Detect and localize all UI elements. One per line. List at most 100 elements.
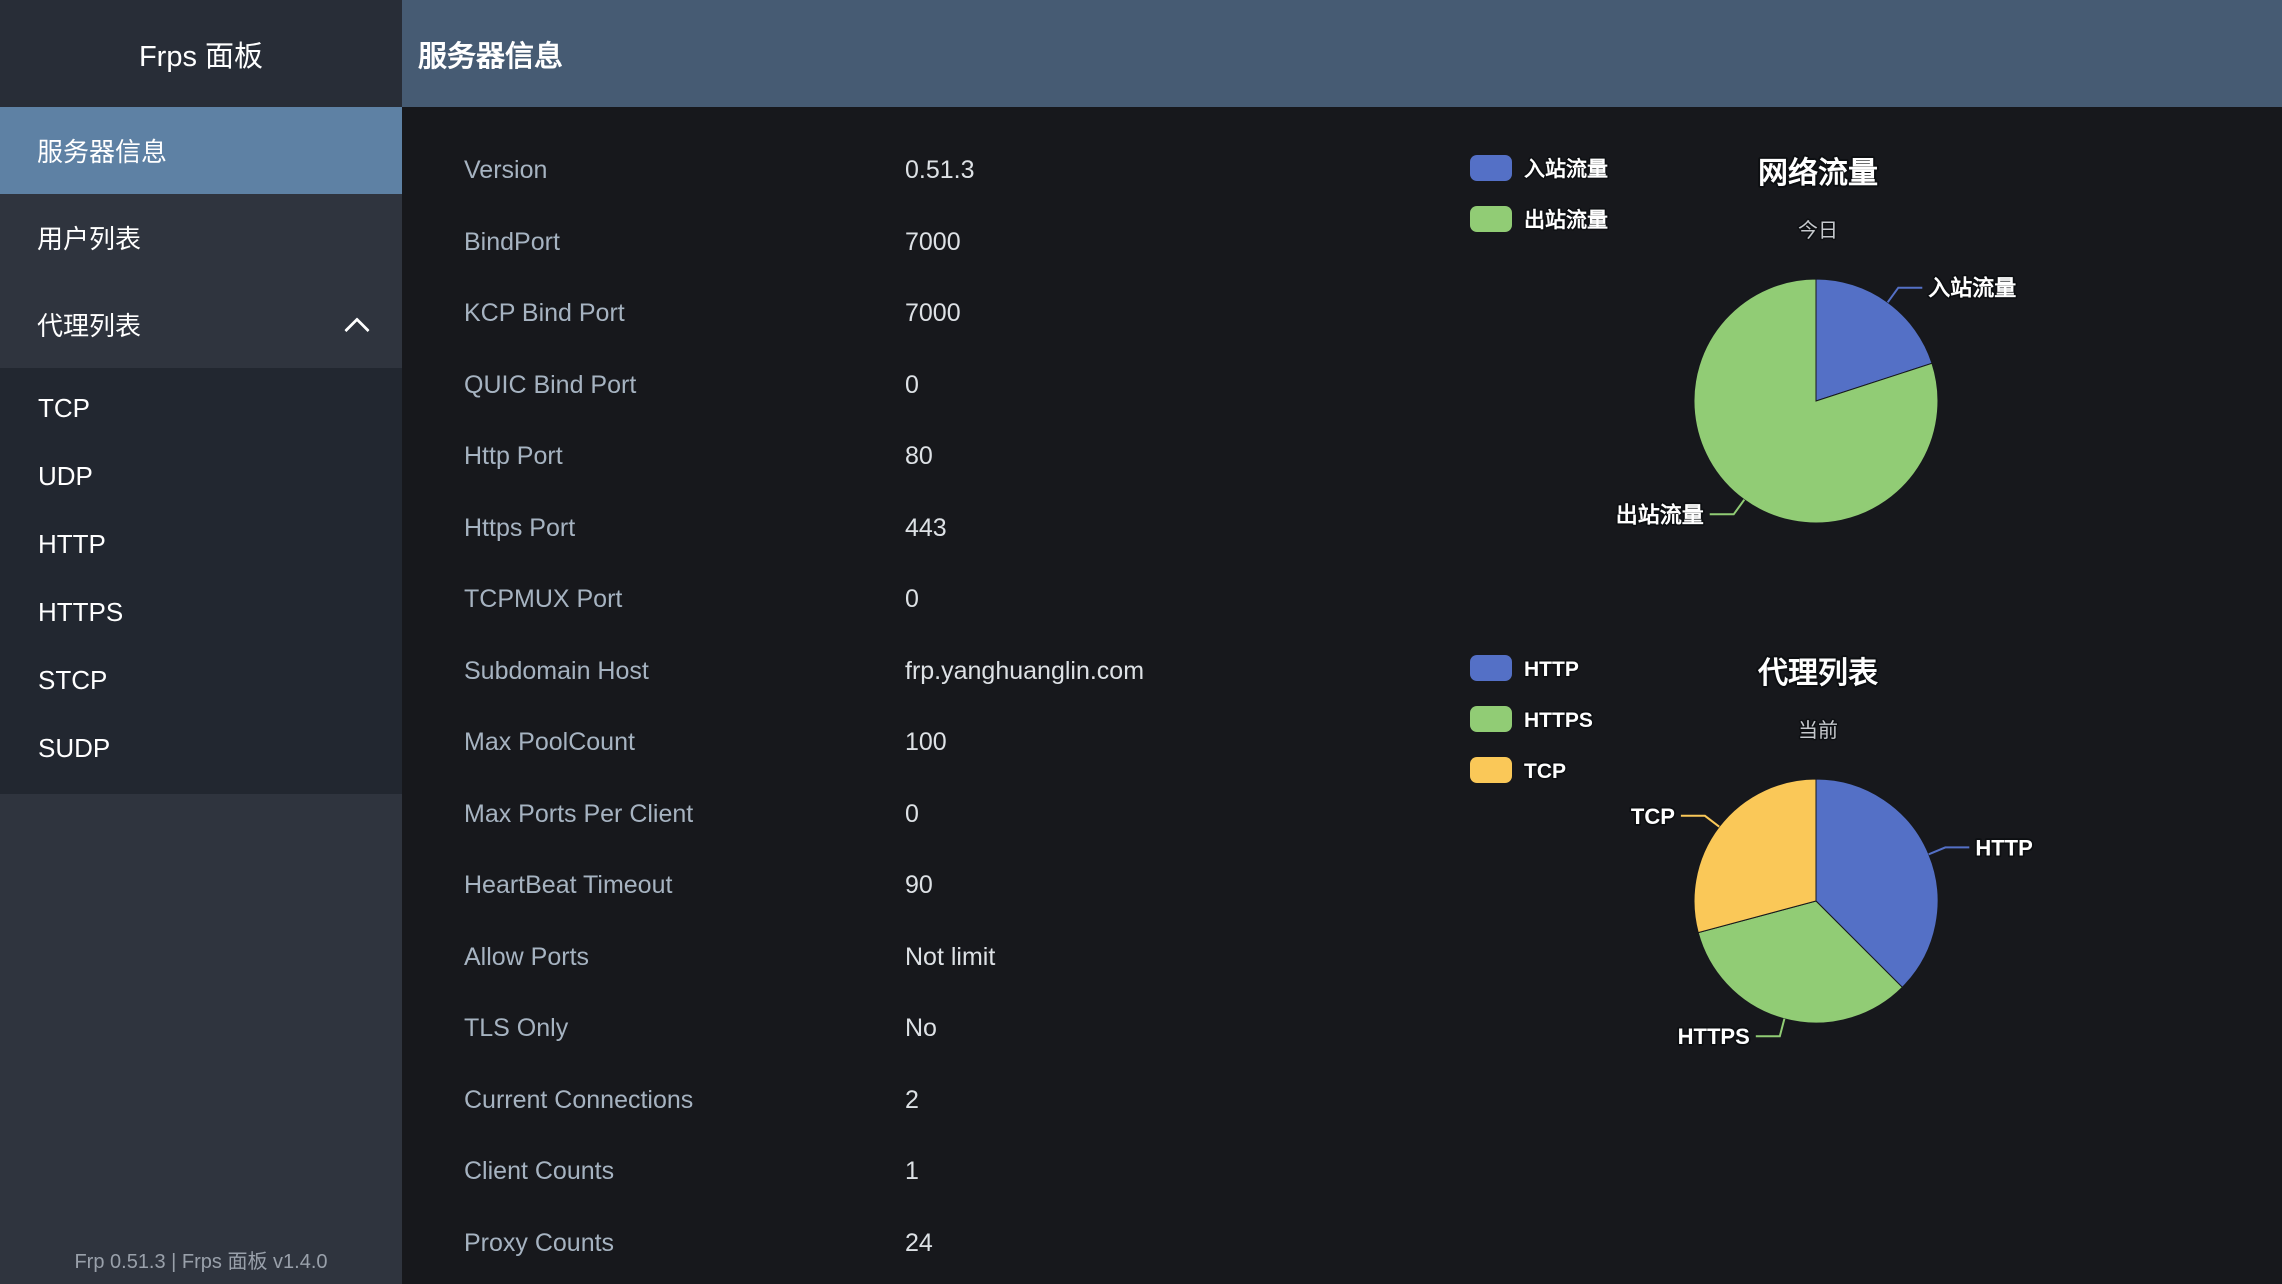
info-label: TCPMUX Port (464, 585, 623, 614)
pie-label-出站流量: 出站流量 (1616, 502, 1704, 527)
legend-item-TCP[interactable]: TCP (1470, 757, 1568, 785)
info-value: 7000 (905, 299, 961, 328)
chart-title: 代理列表 (1757, 657, 1878, 690)
pie-slice-入站流量[interactable] (1815, 278, 1933, 402)
legend-label: TCP (1524, 760, 1566, 783)
info-value: 90 (905, 871, 933, 900)
info-row: Https Port 443 (402, 493, 1412, 565)
info-row: KCP Bind Port 7000 (402, 278, 1412, 350)
info-label: Proxy Counts (464, 1228, 615, 1257)
submenu-label: HTTPS (38, 596, 124, 627)
info-row: Client Counts 1 (402, 1136, 1412, 1208)
info-value: 0.51.3 (905, 156, 975, 185)
submenu-label: SUDP (38, 732, 111, 763)
legend-label: HTTP (1524, 658, 1579, 681)
page-title: 服务器信息 (418, 40, 564, 73)
info-value: Not limit (905, 942, 996, 971)
info-value: 100 (905, 728, 947, 757)
info-label: Version (464, 156, 548, 185)
info-row: Max PoolCount 100 (402, 707, 1412, 779)
info-row: HeartBeat Timeout 90 (402, 850, 1412, 922)
sidebar-item-stcp[interactable]: STCP (0, 646, 402, 714)
chart-title: 网络流量 (1758, 156, 1878, 190)
server-info-table: Version 0.51.3 BindPort 7000 KCP Bind Port 70… (402, 135, 1412, 1279)
info-label: TLS Only (464, 1014, 569, 1043)
proxy-list-submenu: TCP UDP HTTP HTTPS STCP SUDP (0, 368, 402, 794)
sidebar-item-user-list[interactable]: 用户列表 (0, 194, 402, 281)
sidebar-item-https[interactable]: HTTPS (0, 578, 402, 646)
info-label: BindPort (464, 227, 560, 256)
sidebar-item-udp[interactable]: UDP (0, 442, 402, 510)
sidebar: Frps 面板 服务器信息 用户列表 代理列表 TCP UDP HTTP HTT… (0, 0, 402, 1284)
info-row: Subdomain Host frp.yanghuanglin.com (402, 636, 1412, 708)
sidebar-item-sudp[interactable]: SUDP (0, 714, 402, 782)
sidebar-item-tcp[interactable]: TCP (0, 374, 402, 442)
info-value: 24 (905, 1228, 933, 1257)
legend-swatch (1470, 706, 1512, 732)
info-label: Subdomain Host (464, 656, 649, 685)
sidebar-item-label: 服务器信息 (37, 137, 168, 167)
legend-label: 出站流量 (1524, 208, 1608, 232)
info-value: 0 (905, 585, 919, 614)
chart-subtitle: 当前 (1798, 719, 1838, 742)
info-label: Http Port (464, 442, 563, 471)
legend-item-入站流量[interactable]: 入站流量 (1470, 155, 1610, 183)
sidebar-item-label: 用户列表 (37, 224, 142, 254)
submenu-label: STCP (38, 664, 108, 695)
info-label: Client Counts (464, 1157, 615, 1186)
info-value: 2 (905, 1085, 919, 1114)
legend-label: 入站流量 (1524, 157, 1608, 181)
pie-label-line-出站流量 (1709, 499, 1746, 516)
info-row: Allow Ports Not limit (402, 922, 1412, 994)
app-title: Frps 面板 (0, 0, 402, 107)
info-value: 443 (905, 513, 947, 542)
pie-label-line-TCP (1680, 814, 1720, 828)
legend-swatch (1470, 206, 1512, 232)
info-value: 80 (905, 442, 933, 471)
chart-subtitle: 今日 (1798, 219, 1838, 242)
info-row: Version 0.51.3 (402, 135, 1412, 207)
chevron-up-icon (344, 316, 370, 343)
legend-item-HTTPS[interactable]: HTTPS (1470, 706, 1594, 734)
info-value: No (905, 1014, 937, 1043)
info-label: Https Port (464, 513, 576, 542)
pie-slice-出站流量[interactable] (1693, 278, 1939, 524)
info-label: Current Connections (464, 1085, 694, 1114)
legend-swatch (1470, 757, 1512, 783)
pie-slice-TCP[interactable] (1693, 778, 1817, 934)
legend-item-HTTP[interactable]: HTTP (1470, 655, 1580, 683)
info-label: QUIC Bind Port (464, 370, 637, 399)
pie-label-line-入站流量 (1886, 286, 1923, 303)
info-row: BindPort 7000 (402, 207, 1412, 279)
sidebar-item-proxy-list[interactable]: 代理列表 (0, 281, 402, 368)
info-value: 1 (905, 1157, 919, 1186)
sidebar-item-label: 代理列表 (37, 311, 142, 341)
pie-label-TCP: TCP (1631, 804, 1675, 829)
pie-label-入站流量: 入站流量 (1928, 276, 2016, 301)
info-label: Allow Ports (464, 942, 590, 971)
legend-swatch (1470, 655, 1512, 681)
proxy-list-chart: 代理列表 当前 HTTP HTTPS TCP HTTP HTTPS TCP (1430, 615, 2282, 1110)
info-row: TLS Only No (402, 993, 1412, 1065)
legend-label: HTTPS (1524, 709, 1593, 732)
network-traffic-chart: 网络流量 今日 入站流量 出站流量 入站流量 出站流量 (1430, 115, 2282, 610)
sidebar-item-server-info[interactable]: 服务器信息 (0, 107, 402, 194)
sidebar-item-http[interactable]: HTTP (0, 510, 402, 578)
submenu-label: TCP (38, 392, 90, 423)
info-row: TCPMUX Port 0 (402, 564, 1412, 636)
info-value: 7000 (905, 227, 961, 256)
info-row: Proxy Counts 24 (402, 1208, 1412, 1280)
info-label: Max Ports Per Client (464, 799, 694, 828)
version-footer: Frp 0.51.3 | Frps 面板 v1.4.0 (74, 1251, 328, 1273)
info-label: Max PoolCount (464, 728, 635, 757)
submenu-label: UDP (38, 460, 93, 491)
info-row: Current Connections 2 (402, 1065, 1412, 1137)
pie-label-HTTPS: HTTPS (1678, 1024, 1750, 1049)
info-label: HeartBeat Timeout (464, 871, 673, 900)
submenu-label: HTTP (38, 528, 106, 559)
legend-item-出站流量[interactable]: 出站流量 (1470, 206, 1610, 234)
page-header: 服务器信息 (402, 0, 2282, 107)
info-value: 0 (905, 799, 919, 828)
pie-label-line-HTTPS (1755, 1018, 1786, 1038)
